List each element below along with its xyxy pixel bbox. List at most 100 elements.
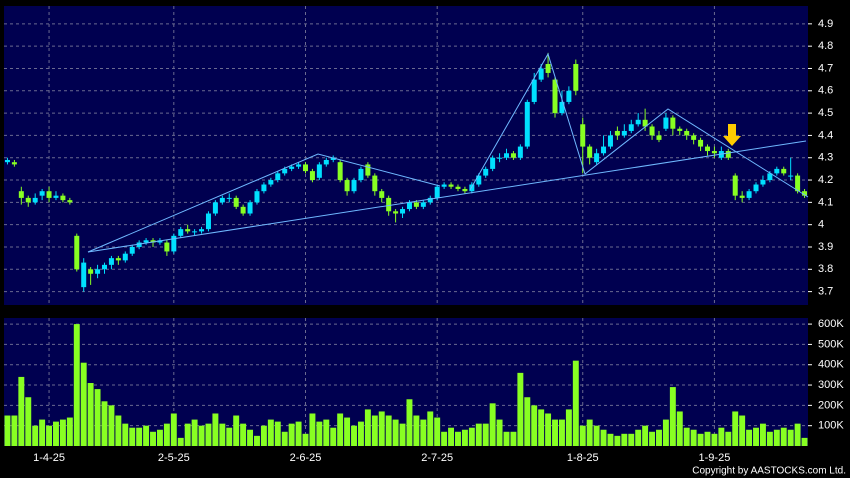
volume-bar [351,425,357,446]
candle-body [746,191,752,198]
volume-bar [136,427,143,446]
candle-body [344,180,350,192]
candle-body [635,119,641,125]
volume-bar [468,427,475,446]
volume-bar [801,437,808,446]
candle-body [379,191,385,198]
candle-body [129,246,135,254]
volume-bar [482,423,489,446]
candle-body [303,164,308,172]
trend-line [87,153,441,253]
volume-bar [191,419,198,446]
volume-bar [302,433,309,446]
candle-body [705,146,710,152]
candle-body [545,64,551,73]
candle-body [788,175,794,177]
volume-bar [531,405,538,446]
volume-bar [725,431,732,446]
volume-bar [129,427,136,446]
candle-body [275,173,281,181]
y-tick-label: 4 [818,219,824,231]
candle-body [739,195,745,198]
y-tick-label: 400K [818,359,844,371]
candle-body [531,79,537,102]
volume-bar [794,423,801,446]
candle-body [781,168,787,174]
trend-line [87,140,807,253]
volume-bar [46,425,53,446]
candle-body [760,180,766,185]
volume-bar [309,413,316,446]
candle-body [289,166,295,169]
candle-body [143,240,149,243]
volume-bar [25,397,32,446]
candle-body [11,162,17,165]
volume-bar [39,419,46,446]
candle-body [74,235,80,270]
candle-body [115,258,121,261]
volume-bar [475,423,482,446]
candle-body [157,240,163,243]
candle-body [393,211,399,214]
volume-bar [392,419,399,446]
volume-bar [143,425,150,446]
volume-bar [267,419,274,446]
volume-bar [600,429,607,446]
candle-body [282,168,288,174]
volume-bar [254,435,260,446]
volume-bar [780,427,787,446]
candle-body [254,191,260,203]
candle-body [621,130,627,136]
volume-bar [676,411,683,446]
candle-body [185,229,191,232]
y-tick-label: 3.8 [818,263,833,275]
volume-bar [586,419,593,446]
candle-body [18,191,24,198]
volume-bar [378,411,385,446]
volume-bar [240,423,247,446]
candle-body [434,186,440,198]
candle-body [81,262,87,288]
candle-body [601,146,607,154]
volume-bar [489,403,496,446]
volume-bar [364,409,371,446]
volume-bar [552,419,558,446]
volume-bar [759,423,766,446]
volume-bar [558,419,565,446]
candle-body [774,168,780,174]
candle-body [39,191,45,196]
volume-bar [226,427,233,446]
candle-body [316,164,322,178]
y-tick-label: 100K [818,420,844,432]
candle-body [406,202,412,210]
volume-bar [524,397,531,446]
volume-bar [496,419,503,446]
arrow [723,124,741,146]
candle-body [691,135,697,140]
candle-body [413,202,419,207]
volume-bar [427,411,434,446]
candle-body [386,197,392,212]
y-tick-label: 600K [818,318,844,330]
volume-bar [572,360,579,446]
candle-body [67,200,73,203]
volume-bar [399,423,406,446]
volume-bar [510,431,517,446]
candle-body [455,186,461,189]
candle-body [462,188,468,192]
volume-bar [344,417,351,446]
trend-line [469,52,809,198]
volume-bar [170,413,177,446]
candle-body [427,197,433,203]
candle-body [732,175,738,196]
candle-body [642,119,648,127]
candle-body [226,197,232,199]
volume-bar [4,415,11,446]
volume-bar [406,399,413,446]
candle-body [767,173,773,181]
y-tick-label: 4.2 [818,174,833,186]
volume-bar [212,413,219,446]
candle-body [420,202,426,207]
volume-bar [198,425,205,446]
candle-body [122,253,128,261]
